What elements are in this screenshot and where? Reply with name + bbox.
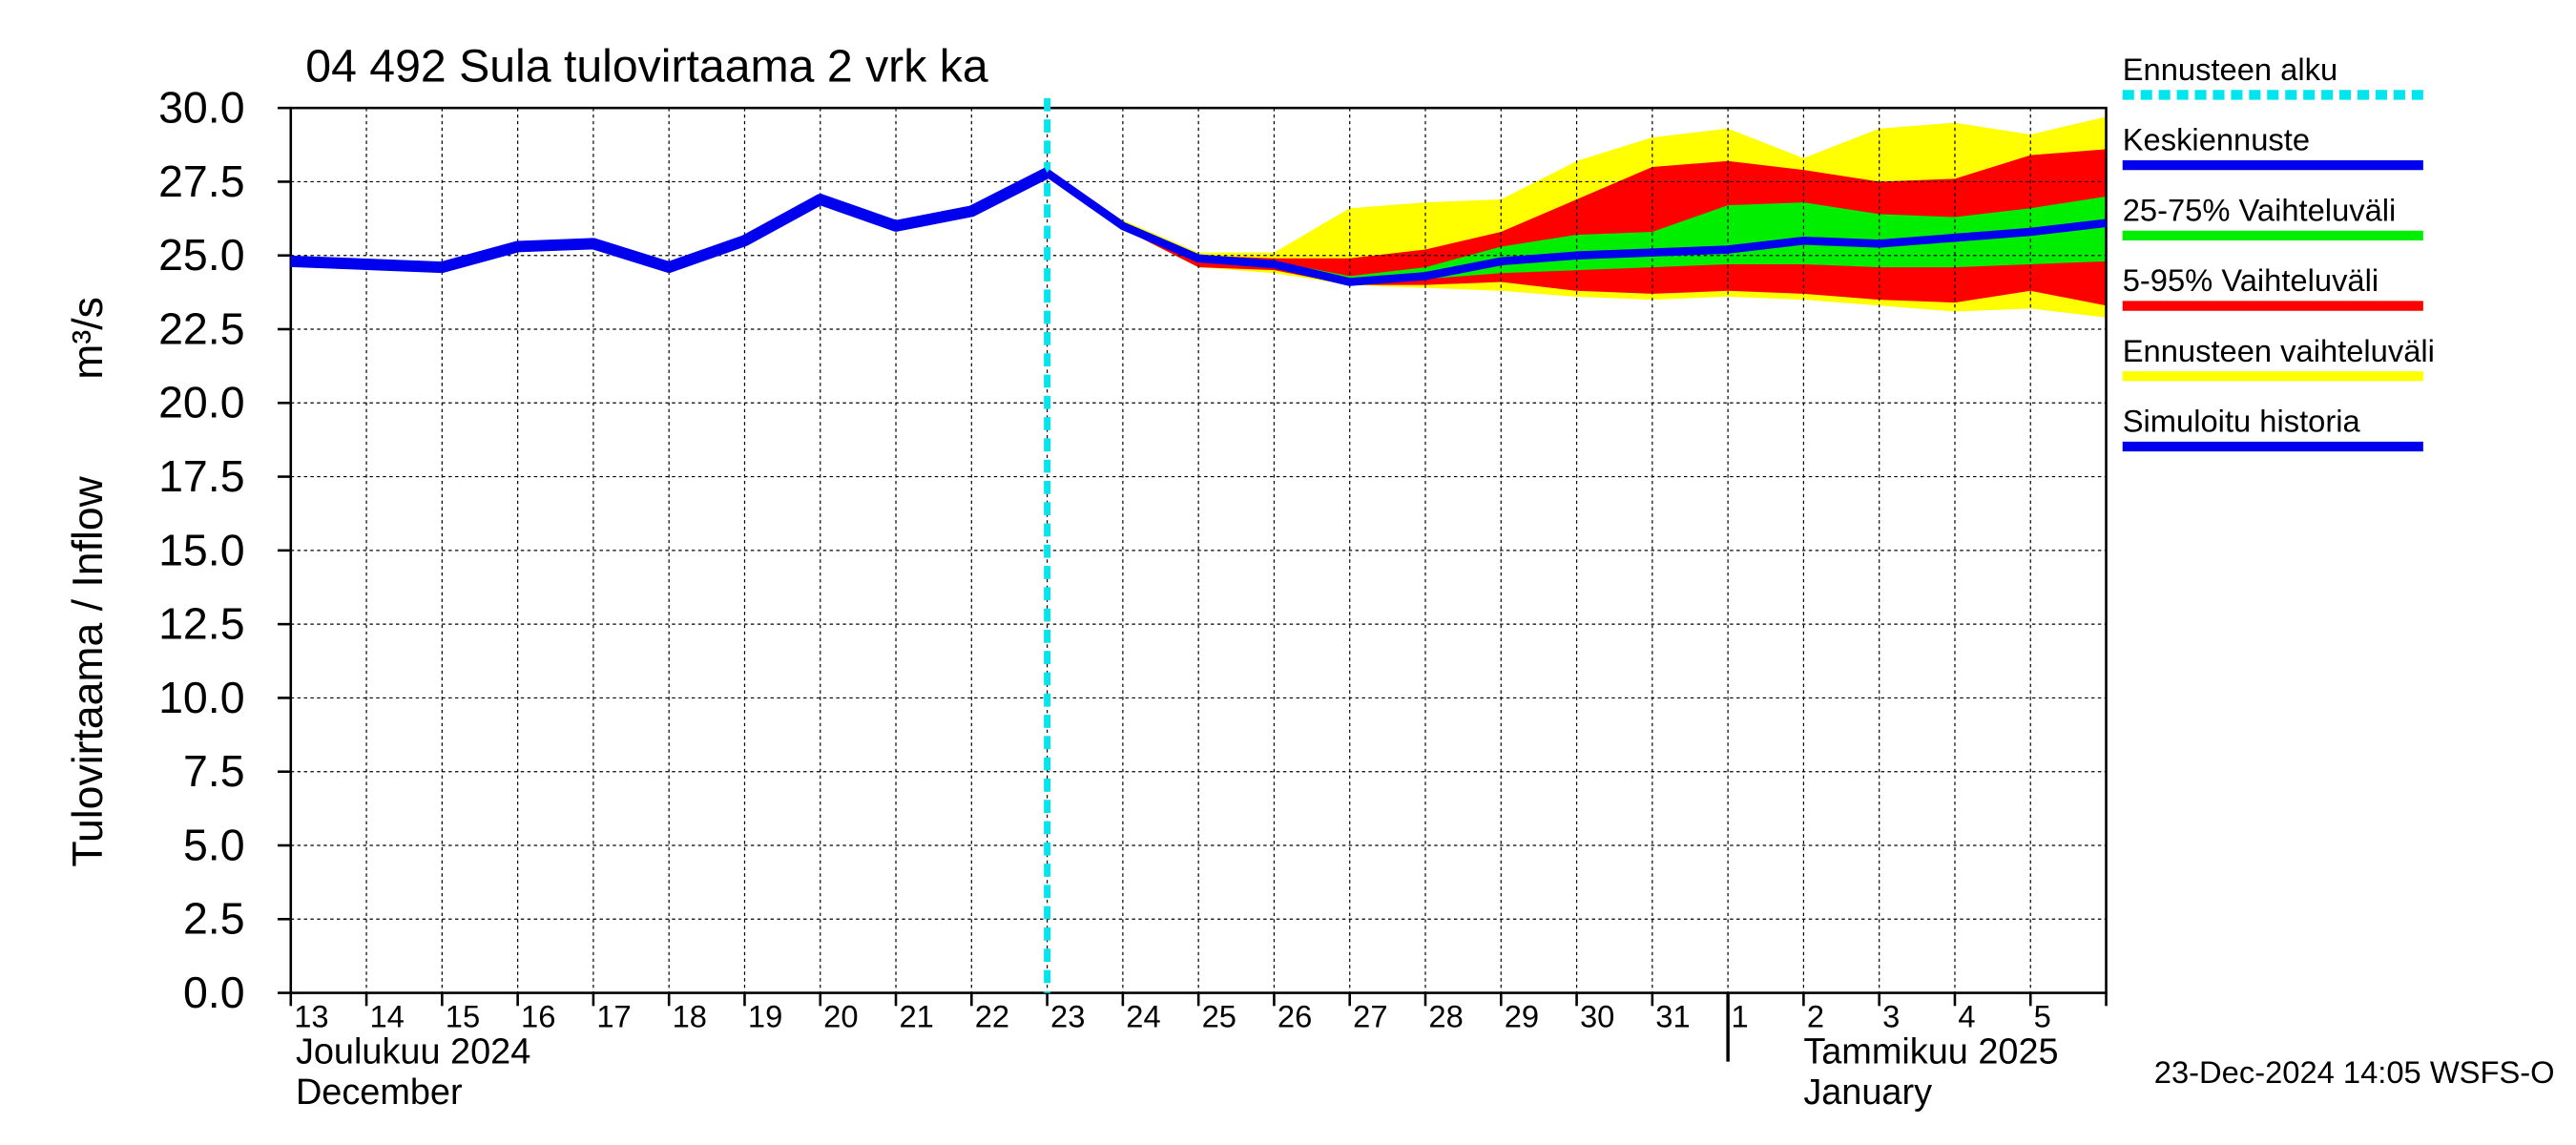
y-tick-label: 10.0 (158, 673, 244, 722)
legend-label: 5-95% Vaihteluväli (2123, 262, 2379, 298)
y-tick-label: 20.0 (158, 378, 244, 427)
x-tick-label: 28 (1428, 999, 1463, 1034)
legend-label: 25-75% Vaihteluväli (2123, 192, 2397, 227)
x-tick-label: 13 (294, 999, 328, 1034)
x-tick-label: 20 (823, 999, 858, 1034)
y-tick-label: 27.5 (158, 156, 244, 206)
x-tick-label: 5 (2034, 999, 2051, 1034)
x-tick-label: 19 (748, 999, 782, 1034)
series-line (1045, 169, 2108, 286)
x-tick-label: 4 (1958, 999, 1975, 1034)
x-tick-label: 25 (1202, 999, 1236, 1034)
plot-frame (289, 106, 2108, 994)
x-tick-label: 22 (975, 999, 1009, 1034)
y-tick-label: 30.0 (158, 83, 244, 133)
legend-label: Ennusteen vaihteluväli (2123, 333, 2435, 368)
x-tick-label: 30 (1580, 999, 1614, 1034)
y-tick-label: 12.5 (158, 599, 244, 649)
y-tick-label: 15.0 (158, 525, 244, 574)
y-tick-label: 17.5 (158, 451, 244, 501)
legend-label: Ennusteen alku (2123, 52, 2337, 87)
y-axis-unit: m³/s (65, 297, 112, 380)
legend-label: Simuloitu historia (2123, 404, 2361, 439)
month-label: Joulukuu 2024 (296, 1031, 530, 1072)
y-tick-label: 2.5 (183, 894, 245, 944)
x-tick-label: 1 (1732, 999, 1749, 1034)
y-tick-label: 0.0 (183, 968, 245, 1017)
x-tick-label: 2 (1807, 999, 1824, 1034)
x-tick-label: 17 (596, 999, 631, 1034)
x-tick-label: 3 (1882, 999, 1900, 1034)
y-tick-label: 7.5 (183, 746, 245, 796)
x-tick-label: 14 (370, 999, 405, 1034)
legend-label: Keskiennuste (2123, 122, 2310, 157)
month-label: Tammikuu 2025 (1803, 1031, 2058, 1072)
x-tick-label: 29 (1505, 999, 1539, 1034)
chart-title: 04 492 Sula tulovirtaama 2 vrk ka (305, 41, 988, 93)
timestamp: 23-Dec-2024 14:05 WSFS-O (2154, 1054, 2555, 1090)
x-tick-label: 16 (521, 999, 555, 1034)
y-tick-label: 22.5 (158, 304, 244, 354)
x-tick-label: 21 (899, 999, 933, 1034)
x-tick-label: 23 (1050, 999, 1085, 1034)
y-axis-label: Tulovirtaama / Inflow (65, 475, 112, 866)
month-label: December (296, 1072, 463, 1113)
y-tick-label: 25.0 (158, 230, 244, 280)
x-tick-label: 31 (1655, 999, 1690, 1034)
x-tick-label: 24 (1126, 999, 1160, 1034)
band (1047, 173, 2107, 282)
x-tick-label: 18 (673, 999, 707, 1034)
x-tick-label: 27 (1353, 999, 1387, 1034)
x-tick-label: 26 (1278, 999, 1312, 1034)
month-label: January (1803, 1072, 1932, 1113)
series-line (290, 167, 1050, 274)
x-tick-label: 15 (446, 999, 480, 1034)
y-tick-label: 5.0 (183, 821, 245, 870)
